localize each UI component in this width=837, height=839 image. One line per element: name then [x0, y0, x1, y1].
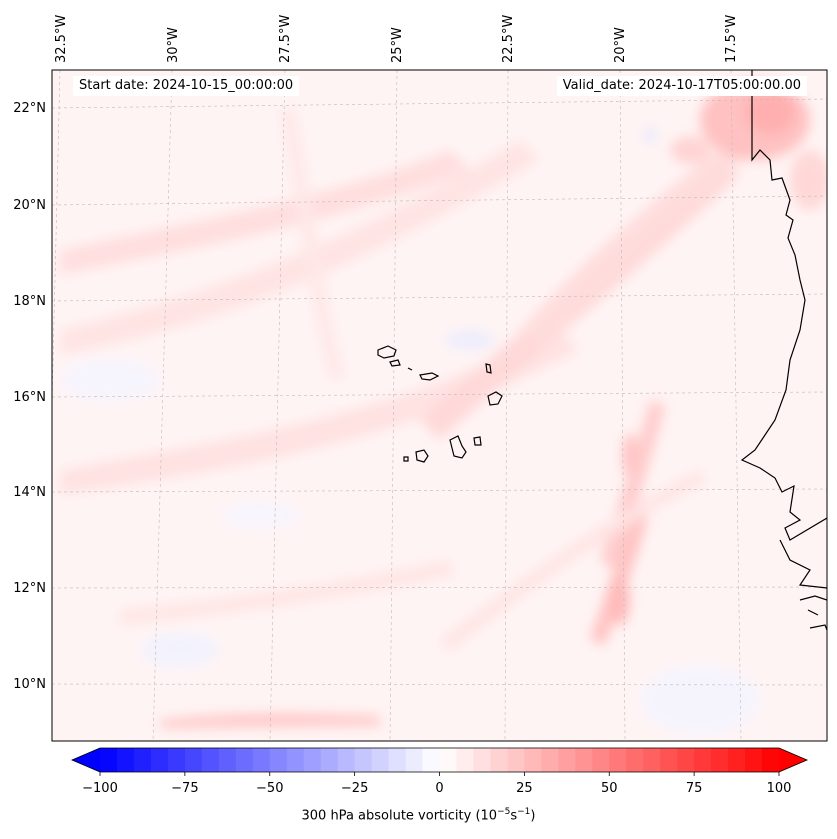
colorbar-step — [643, 748, 661, 772]
start-date-label: Start date: 2024-10-15_00:00:00 — [73, 76, 300, 96]
valid-date-text: Valid_date: 2024-10-17T05:00:00.00 — [562, 78, 801, 93]
colorbar-step — [218, 748, 237, 772]
island-santo-antao — [377, 345, 397, 359]
colorbar-label-exp1: −5 — [497, 807, 511, 817]
island-boa-vista — [487, 391, 503, 406]
colorbar-step — [201, 748, 220, 772]
plot-frame — [51, 69, 828, 742]
colorbar-tick-label: 25 — [516, 781, 533, 796]
colorbar-step — [558, 748, 576, 772]
colorbar-step — [116, 748, 135, 772]
colorbar-tick-label: 100 — [767, 781, 792, 796]
coastlines — [377, 70, 827, 631]
island-santa-luzia — [407, 367, 413, 371]
colorbar-step — [694, 748, 712, 772]
lat-label: 20°N — [13, 198, 46, 213]
lon-label: 22.5°W — [501, 15, 516, 63]
colorbar-tick-label: −25 — [341, 781, 368, 796]
colorbar-step — [405, 748, 424, 772]
island-santiago — [449, 435, 467, 459]
colorbar-tick-label: −50 — [256, 781, 283, 796]
lat-label: 16°N — [13, 390, 46, 405]
colorbar-step — [100, 748, 118, 772]
colorbar-steps — [100, 748, 780, 772]
start-date-text: Start date: 2024-10-15_00:00:00 — [79, 78, 294, 93]
colorbar-step — [456, 748, 475, 772]
colorbar-step — [354, 748, 373, 772]
colorbar-step — [541, 748, 559, 772]
valid-date-label: Valid_date: 2024-10-17T05:00:00.00 — [556, 76, 807, 96]
colorbar-step — [269, 748, 288, 772]
colorbar-step — [711, 748, 729, 772]
lat-label: 22°N — [13, 101, 46, 116]
colorbar-step — [609, 748, 627, 772]
lon-label: 25°W — [390, 27, 405, 63]
colorbar-ticks: −100 −75 −50 −25 0 25 50 75 100 — [82, 772, 791, 796]
africa-coastline — [740, 70, 827, 631]
longitude-labels: 32.5°W 30°W 27.5°W 25°W 22.5°W 20°W 17.5… — [54, 15, 739, 63]
island-sao-nicolau — [419, 372, 440, 381]
colorbar-step — [167, 748, 186, 772]
colorbar-step — [388, 748, 407, 772]
colorbar-extend-low — [72, 748, 100, 772]
lon-label: 27.5°W — [278, 15, 293, 63]
colorbar-label: 300 hPa absolute vorticity (10−5s−1) — [0, 807, 837, 823]
island-fogo — [415, 449, 429, 463]
lon-label: 20°W — [613, 27, 628, 63]
island-maio — [473, 436, 482, 446]
colorbar-step — [439, 748, 458, 772]
colorbar-step — [728, 748, 746, 772]
colorbar-extend-high — [779, 748, 807, 772]
colorbar-step — [524, 748, 542, 772]
colorbar-step — [150, 748, 169, 772]
colorbar-step — [184, 748, 203, 772]
island-sal — [485, 363, 492, 374]
colorbar-step — [592, 748, 610, 772]
colorbar-step — [626, 748, 644, 772]
colorbar-step — [286, 748, 305, 772]
colorbar-step — [660, 748, 678, 772]
colorbar-step — [762, 748, 780, 772]
colorbar-label-end: ) — [530, 808, 536, 824]
colorbar-step — [575, 748, 593, 772]
island-sao-vicente — [389, 359, 401, 367]
colorbar-step — [371, 748, 390, 772]
colorbar-tick-label: −75 — [171, 781, 198, 796]
colorbar-step — [252, 748, 271, 772]
colorbar-step — [235, 748, 254, 772]
vorticity-field — [52, 70, 827, 741]
colorbar: −100 −75 −50 −25 0 25 50 75 100 — [70, 747, 809, 796]
colorbar-label-exp2: −1 — [517, 807, 531, 817]
colorbar-step — [133, 748, 152, 772]
colorbar-tick-label: −100 — [82, 781, 118, 796]
colorbar-step — [507, 748, 525, 772]
colorbar-step — [745, 748, 763, 772]
colorbar-label-main: 300 hPa absolute vorticity (10 — [301, 808, 498, 824]
lon-label: 30°W — [166, 27, 181, 63]
colorbar-tick-label: 50 — [601, 781, 618, 796]
colorbar-step — [677, 748, 695, 772]
lat-label: 18°N — [13, 294, 46, 309]
lon-label: 17.5°W — [724, 15, 739, 63]
island-brava — [403, 456, 409, 462]
graticule — [52, 70, 827, 741]
lat-label: 10°N — [13, 677, 46, 692]
colorbar-step — [303, 748, 322, 772]
colorbar-step — [320, 748, 339, 772]
lon-label: 32.5°W — [54, 15, 69, 63]
colorbar-step — [422, 748, 441, 772]
colorbar-step — [337, 748, 356, 772]
colorbar-step — [490, 748, 509, 772]
colorbar-tick-label: 0 — [435, 781, 443, 796]
colorbar-label-mid: s — [510, 808, 518, 824]
colorbar-step — [473, 748, 492, 772]
latitude-labels: 22°N 20°N 18°N 16°N 14°N 12°N 10°N — [13, 101, 46, 692]
lat-label: 12°N — [13, 581, 46, 596]
lat-label: 14°N — [13, 485, 46, 500]
colorbar-tick-label: 75 — [686, 781, 703, 796]
